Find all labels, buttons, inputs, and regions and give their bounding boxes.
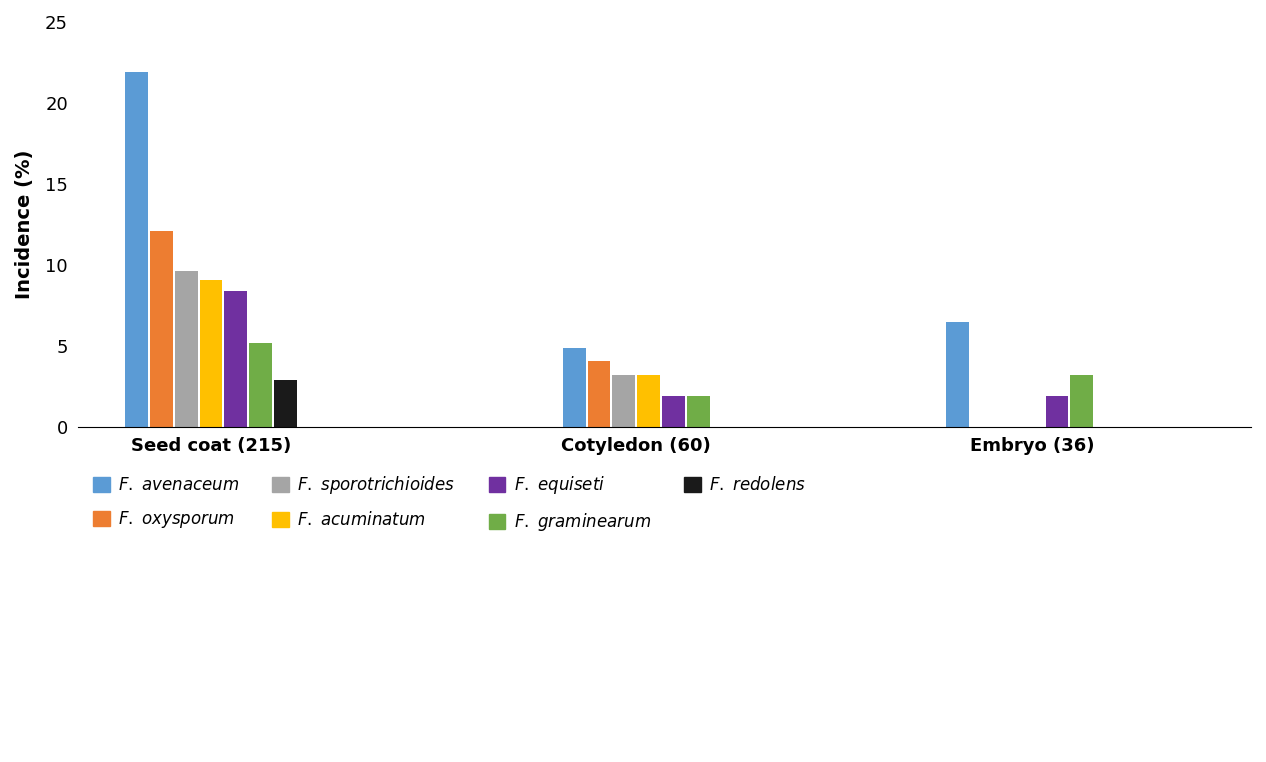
Bar (224, 291, 247, 427)
Bar (613, 375, 636, 427)
Legend: $\it{F.}$ $\it{avenaceum}$, $\it{F.}$ $\it{oxysporum}$, $\it{F.}$ $\it{sporotric: $\it{F.}$ $\it{avenaceum}$, $\it{F.}$ $\… (86, 468, 813, 540)
Y-axis label: Incidence (%): Incidence (%) (15, 150, 34, 299)
Bar (587, 360, 610, 427)
Bar (1046, 396, 1069, 427)
Bar (273, 380, 296, 427)
Bar (175, 271, 197, 427)
Bar (662, 396, 685, 427)
Bar (637, 375, 660, 427)
Bar (563, 347, 586, 427)
Bar (687, 396, 710, 427)
Bar (249, 343, 272, 427)
Bar (125, 72, 148, 427)
Bar (149, 231, 172, 427)
Bar (1070, 375, 1094, 427)
Bar (200, 280, 223, 427)
Bar (946, 322, 970, 427)
